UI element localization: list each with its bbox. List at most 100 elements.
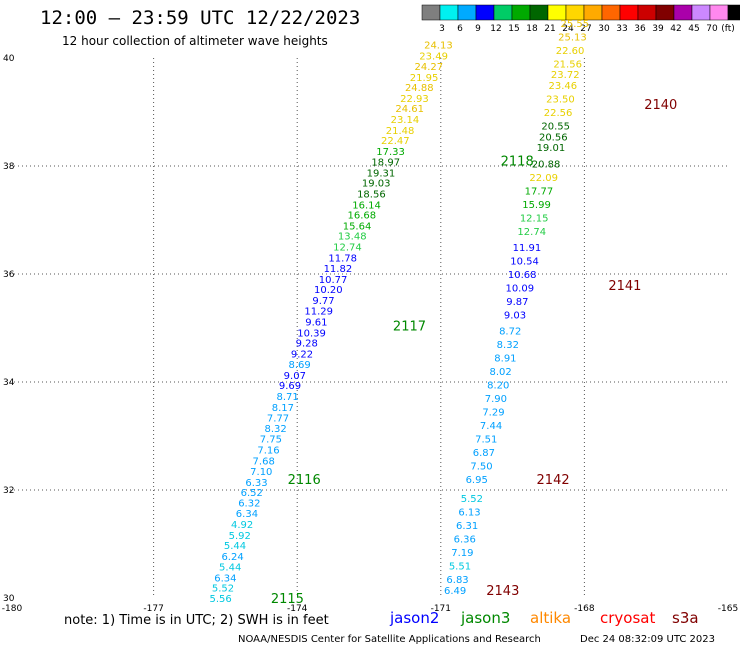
colorbar-swatch bbox=[601, 4, 621, 21]
wave-height-label: 6.31 bbox=[456, 521, 478, 532]
colorbar-swatch bbox=[421, 4, 441, 21]
wave-height-label: 8.32 bbox=[497, 340, 519, 351]
wave-height-label: 6.87 bbox=[473, 448, 495, 459]
colorbar-tick-label: 42 bbox=[670, 24, 681, 34]
colorbar-tick-label: 18 bbox=[526, 24, 538, 34]
wave-height-label: 4.92 bbox=[231, 520, 253, 531]
wave-height-label: 10.39 bbox=[297, 328, 326, 339]
wave-height-label: 12.74 bbox=[333, 242, 362, 253]
wave-height-label: 8.91 bbox=[494, 354, 516, 365]
colorbar-tick-label: 27 bbox=[580, 24, 591, 34]
wave-height-label: 5.92 bbox=[229, 531, 251, 542]
legend-cryosat: cryosat bbox=[600, 609, 656, 627]
wave-height-label: 11.82 bbox=[324, 264, 353, 275]
track-number-label: 2141 bbox=[608, 279, 641, 294]
wave-height-label: 5.44 bbox=[219, 563, 241, 574]
colorbar-swatch bbox=[583, 4, 603, 21]
legend-jason2: jason2 bbox=[390, 609, 440, 627]
wave-height-label: 23.50 bbox=[546, 95, 575, 106]
colorbar-swatch bbox=[709, 4, 729, 21]
track-number-label: 2142 bbox=[537, 473, 570, 488]
wave-height-label: 9.69 bbox=[279, 381, 301, 392]
wave-height-label: 21.48 bbox=[386, 126, 415, 137]
colorbar-swatch bbox=[511, 4, 531, 21]
wave-height-label: 22.56 bbox=[544, 108, 573, 119]
wave-height-label: 6.49 bbox=[444, 586, 466, 597]
colorbar-swatch bbox=[637, 4, 657, 21]
track-number-label: 2117 bbox=[393, 319, 426, 334]
wave-height-label: 7.77 bbox=[267, 414, 289, 425]
y-tick-label: 30 bbox=[3, 594, 15, 604]
colorbar-swatch bbox=[493, 4, 513, 21]
wave-height-label: 13.48 bbox=[338, 232, 367, 243]
colorbar-swatch bbox=[655, 4, 675, 21]
wave-height-label: 16.68 bbox=[347, 211, 376, 222]
colorbar-tick-label: 39 bbox=[652, 24, 664, 34]
colorbar-tick-label: 21 bbox=[544, 24, 555, 34]
wave-height-label: 24.13 bbox=[424, 41, 453, 52]
map-grid bbox=[10, 58, 728, 598]
colorbar-swatch bbox=[565, 4, 585, 21]
colorbar-swatch bbox=[439, 4, 459, 21]
wave-height-label: 8.20 bbox=[487, 381, 509, 392]
footer-credit: NOAA/NESDIS Center for Satellite Applica… bbox=[238, 634, 541, 645]
wave-height-label: 7.51 bbox=[475, 435, 497, 446]
wave-height-label: 10.09 bbox=[505, 284, 534, 295]
colorbar-tick-label: 12 bbox=[490, 24, 501, 34]
wave-height-label: 11.78 bbox=[328, 253, 357, 264]
colorbar-tick-label: 6 bbox=[457, 24, 463, 34]
legend-note: note: 1) Time is in UTC; 2) SWH is in fe… bbox=[64, 613, 329, 628]
x-tick-label: -168 bbox=[574, 604, 595, 614]
wave-height-label: 20.55 bbox=[541, 122, 570, 133]
wave-height-label: 7.29 bbox=[482, 408, 504, 419]
wave-height-label: 7.50 bbox=[470, 462, 492, 473]
map-axes: -180 -177 -174 -171 -168 -165 30 32 34 36 38 40 bbox=[2, 54, 738, 614]
wave-height-label: 7.75 bbox=[260, 435, 282, 446]
wave-height-label: 6.95 bbox=[466, 475, 488, 486]
wave-height-label: 5.44 bbox=[224, 541, 246, 552]
colorbar-tick-label: 15 bbox=[508, 24, 519, 34]
wave-height-label: 24.61 bbox=[395, 104, 424, 115]
footer-timestamp: Dec 24 08:32:09 UTC 2023 bbox=[580, 634, 715, 645]
chart-subtitle: 12 hour collection of altimeter wave hei… bbox=[62, 34, 328, 48]
wave-height-label: 7.10 bbox=[250, 467, 272, 478]
wave-height-label: 19.01 bbox=[537, 143, 566, 154]
wave-height-points: 5.565.526.345.446.245.445.924.926.346.32… bbox=[209, 19, 589, 605]
wave-height-label: 8.72 bbox=[499, 327, 521, 338]
track-number-label: 2143 bbox=[486, 584, 519, 599]
wave-height-label: 8.32 bbox=[265, 424, 287, 435]
wave-height-label: 5.52 bbox=[461, 494, 483, 505]
x-tick-label: -177 bbox=[143, 604, 163, 614]
wave-height-label: 24.88 bbox=[405, 83, 434, 94]
x-tick-label: -165 bbox=[718, 604, 738, 614]
wave-height-label: 20.88 bbox=[532, 159, 561, 170]
track-number-label: 2140 bbox=[644, 98, 677, 113]
wave-height-label: 9.28 bbox=[296, 339, 318, 350]
y-tick-label: 34 bbox=[3, 378, 15, 388]
wave-height-label: 23.49 bbox=[419, 51, 448, 62]
wave-height-label: 9.87 bbox=[506, 297, 528, 308]
colorbar-tick-label: 70 bbox=[706, 24, 718, 34]
wave-height-label: 21.56 bbox=[553, 59, 582, 70]
wave-height-label: 6.52 bbox=[241, 488, 263, 499]
legend-jason3: jason3 bbox=[461, 609, 511, 627]
wave-height-label: 6.32 bbox=[238, 498, 260, 509]
wave-height-label: 10.20 bbox=[314, 285, 343, 296]
wave-height-label: 23.46 bbox=[549, 81, 578, 92]
wave-height-label: 7.68 bbox=[253, 456, 275, 467]
track-number-label: 2115 bbox=[271, 592, 304, 607]
wave-height-label: 6.34 bbox=[236, 509, 258, 520]
wave-height-label: 7.90 bbox=[485, 394, 507, 405]
wave-height-label: 17.33 bbox=[376, 147, 405, 158]
color-scale-bar: 3 6 9 12 15 18 21 24 27 30 33 36 39 42 45 70 (ft) bbox=[421, 4, 740, 34]
colorbar-tick-label: 45 bbox=[688, 24, 699, 34]
x-tick-label: -180 bbox=[2, 604, 23, 614]
wave-height-label: 10.54 bbox=[510, 257, 539, 268]
wave-height-label: 9.07 bbox=[284, 371, 306, 382]
wave-height-label: 6.24 bbox=[221, 552, 243, 563]
colorbar-swatch bbox=[457, 4, 477, 21]
wave-height-label: 7.19 bbox=[451, 548, 473, 559]
wave-height-label: 10.68 bbox=[508, 270, 537, 281]
wave-height-label: 10.77 bbox=[319, 275, 348, 286]
